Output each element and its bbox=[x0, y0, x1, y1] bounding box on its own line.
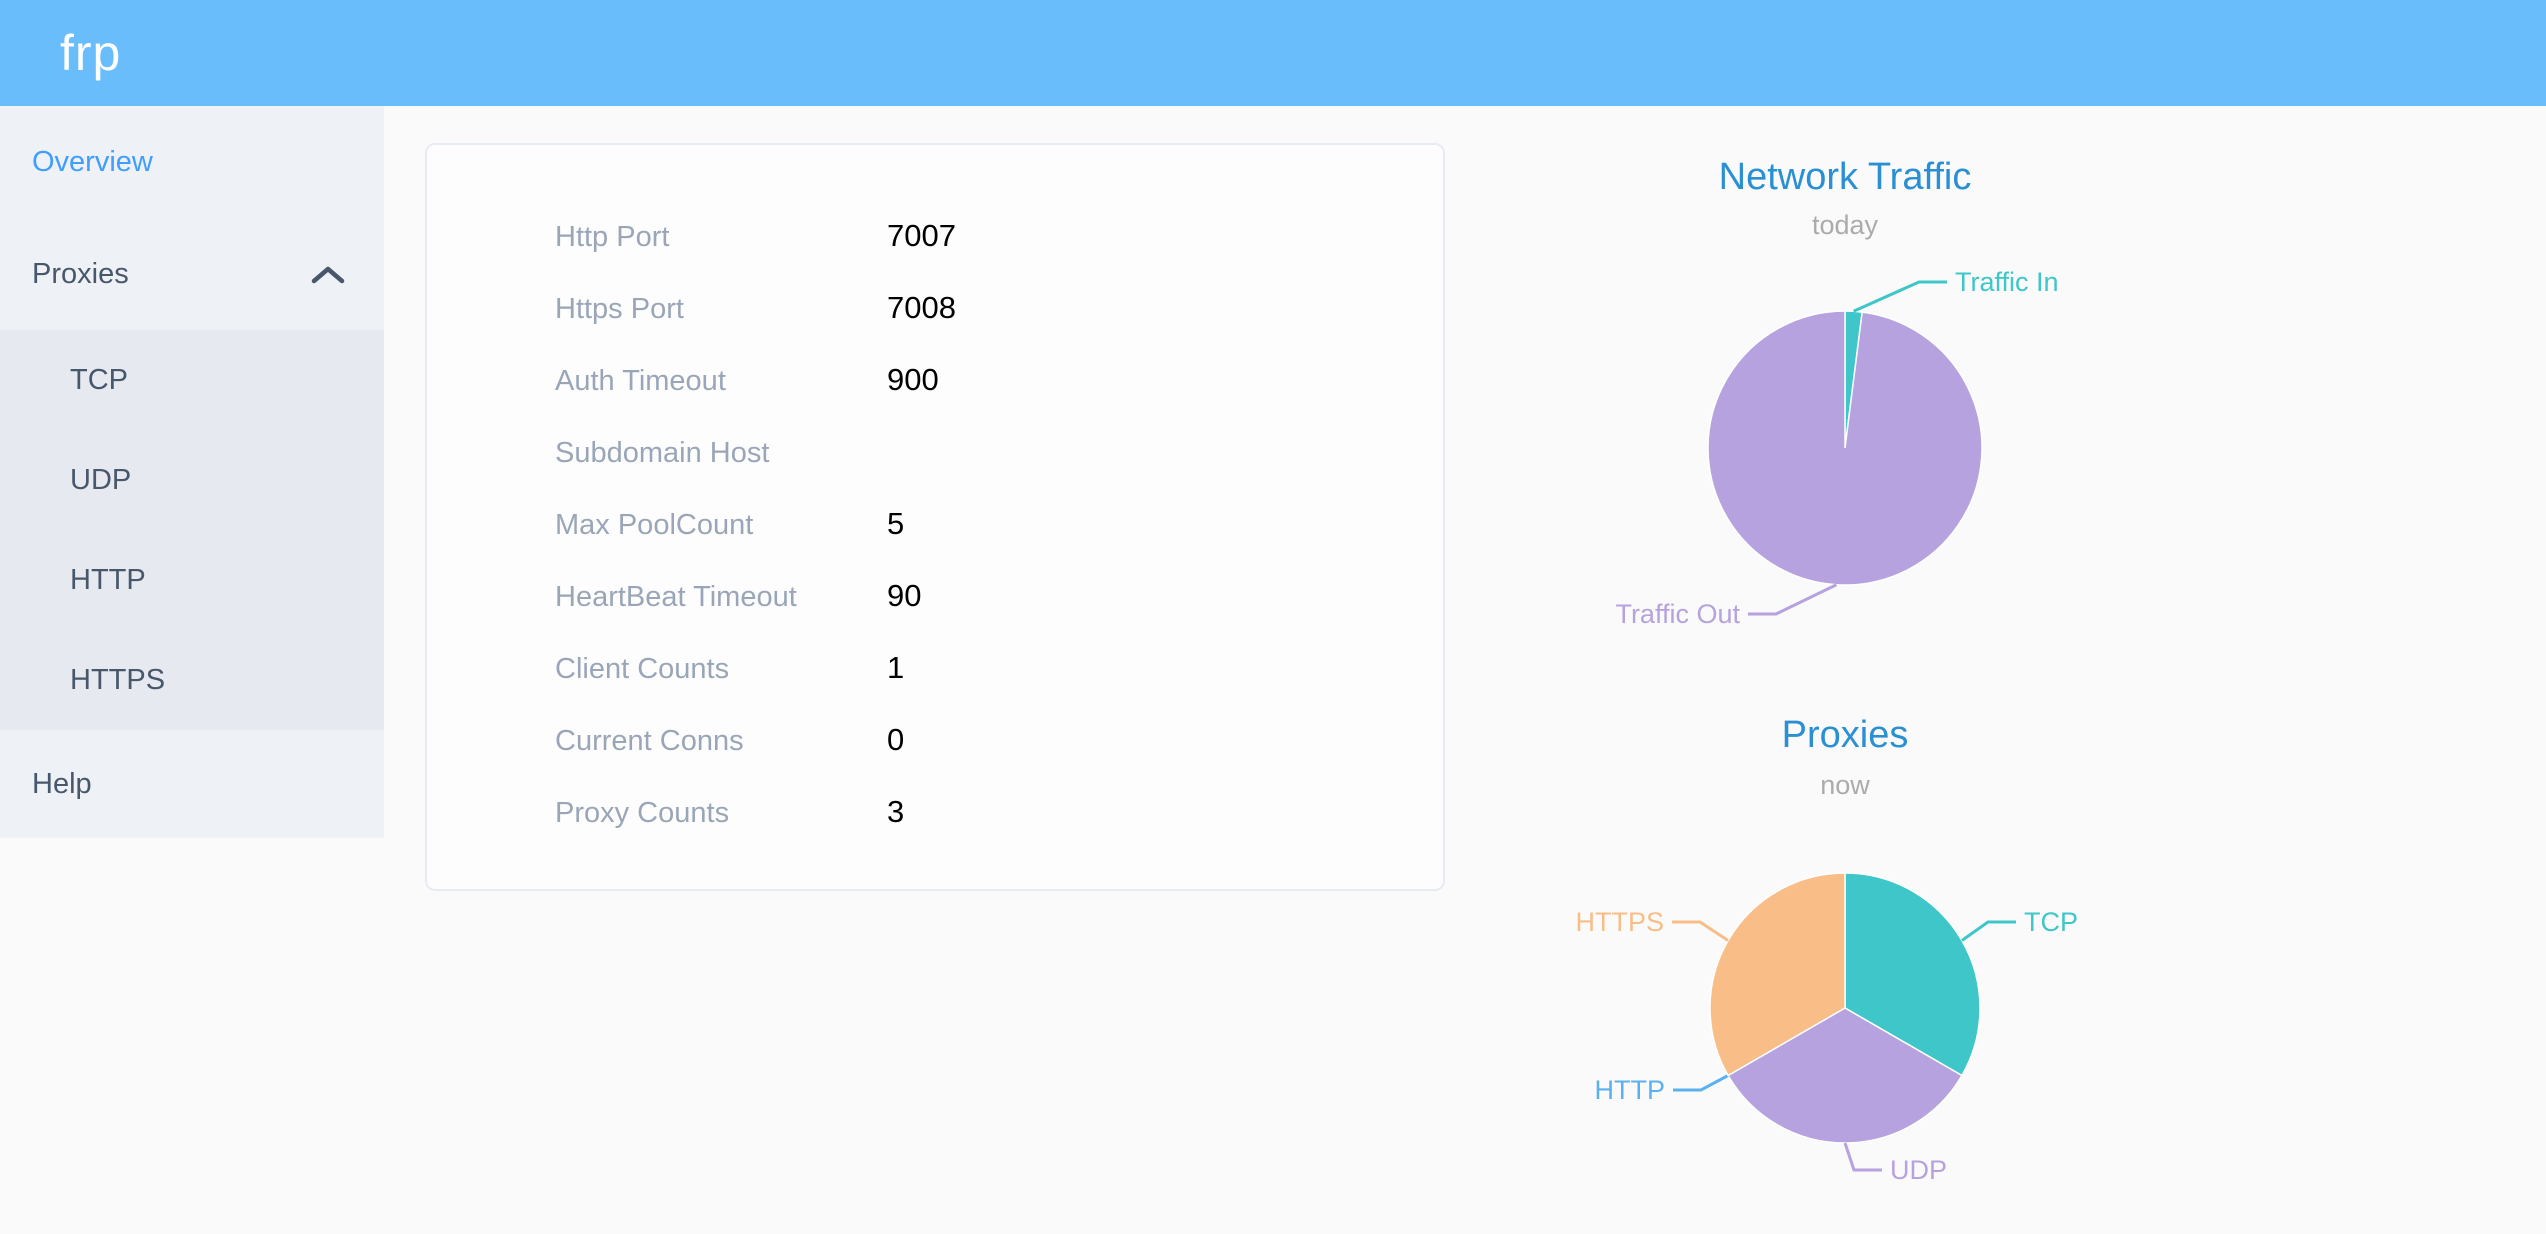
info-row: Current Conns 0 bbox=[427, 704, 1443, 776]
info-value: 90 bbox=[887, 578, 922, 613]
info-label: HeartBeat Timeout bbox=[555, 581, 797, 613]
info-value: 0 bbox=[887, 722, 905, 757]
chevron-up-icon bbox=[310, 264, 346, 286]
info-label: Current Conns bbox=[555, 725, 744, 757]
info-value: 7008 bbox=[887, 290, 956, 325]
network-traffic-chart-title: Network Traffic bbox=[1718, 156, 1972, 198]
sidebar-item-proxies[interactable]: Proxies bbox=[0, 218, 384, 330]
pie-label-tcp: TCP bbox=[2024, 907, 2078, 937]
pie-label-line-traffic-out bbox=[1748, 583, 1838, 616]
info-label: Auth Timeout bbox=[555, 365, 726, 397]
info-label: Http Port bbox=[555, 221, 670, 253]
pie-label-traffic-in: Traffic In bbox=[1955, 267, 2059, 297]
info-label: Client Counts bbox=[555, 653, 730, 685]
pie-label-line-udp bbox=[1843, 1142, 1882, 1172]
sidebar: Overview Proxies TCP UDP HTTP HTTPS Help bbox=[0, 106, 384, 838]
pie-label-line-http bbox=[1673, 1074, 1729, 1092]
pie-label-line-traffic-in bbox=[1852, 280, 1947, 313]
info-row: Max PoolCount 5 bbox=[427, 488, 1443, 560]
app-header: frp bbox=[0, 0, 2546, 106]
sidebar-item-proxies-label: Proxies bbox=[32, 258, 129, 290]
info-row: Subdomain Host bbox=[427, 416, 1443, 488]
pie-label-traffic-out: Traffic Out bbox=[1615, 599, 1740, 629]
sidebar-item-help[interactable]: Help bbox=[32, 768, 92, 800]
proxies-chart-title: Proxies bbox=[1781, 714, 1909, 756]
info-row: Https Port 7008 bbox=[427, 272, 1443, 344]
info-value: 7007 bbox=[887, 218, 956, 253]
pie-label-line-https bbox=[1672, 920, 1729, 942]
info-row: Proxy Counts 3 bbox=[427, 776, 1443, 848]
pie-label-udp: UDP bbox=[1890, 1155, 1948, 1185]
sidebar-item-https[interactable]: HTTPS bbox=[70, 664, 166, 696]
sidebar-item-http[interactable]: HTTP bbox=[70, 564, 146, 596]
info-value: 1 bbox=[887, 650, 905, 685]
pie-label-https: HTTPS bbox=[1575, 907, 1664, 937]
pie-slice-traffic-out[interactable] bbox=[1707, 310, 1983, 586]
info-label: Https Port bbox=[555, 293, 684, 325]
info-value: 3 bbox=[887, 794, 905, 829]
info-row: Auth Timeout 900 bbox=[427, 344, 1443, 416]
info-row: Client Counts 1 bbox=[427, 632, 1443, 704]
pie-label-line-tcp bbox=[1961, 920, 2016, 942]
info-row: Http Port 7007 bbox=[427, 200, 1443, 272]
info-label: Max PoolCount bbox=[555, 509, 754, 541]
sidebar-item-udp[interactable]: UDP bbox=[70, 464, 132, 496]
network-traffic-chart-subtitle: today bbox=[1811, 210, 1879, 240]
server-info-card: Http Port 7007 Https Port 7008 Auth Timeou… bbox=[425, 143, 1445, 891]
info-row: HeartBeat Timeout 90 bbox=[427, 560, 1443, 632]
pie-label-http: HTTP bbox=[1594, 1075, 1666, 1105]
info-value: 900 bbox=[887, 362, 939, 397]
info-label: Proxy Counts bbox=[555, 797, 730, 829]
info-label: Subdomain Host bbox=[555, 437, 770, 469]
sidebar-menu: Overview Proxies TCP UDP HTTP HTTPS Help bbox=[0, 106, 384, 838]
sidebar-item-tcp[interactable]: TCP bbox=[70, 364, 128, 396]
info-value: 5 bbox=[887, 506, 905, 541]
app-logo: frp bbox=[60, 25, 122, 81]
proxies-submenu: TCP UDP HTTP HTTPS bbox=[0, 330, 384, 730]
sidebar-item-overview[interactable]: Overview bbox=[32, 146, 153, 178]
proxies-chart-subtitle: now bbox=[1820, 770, 1870, 800]
